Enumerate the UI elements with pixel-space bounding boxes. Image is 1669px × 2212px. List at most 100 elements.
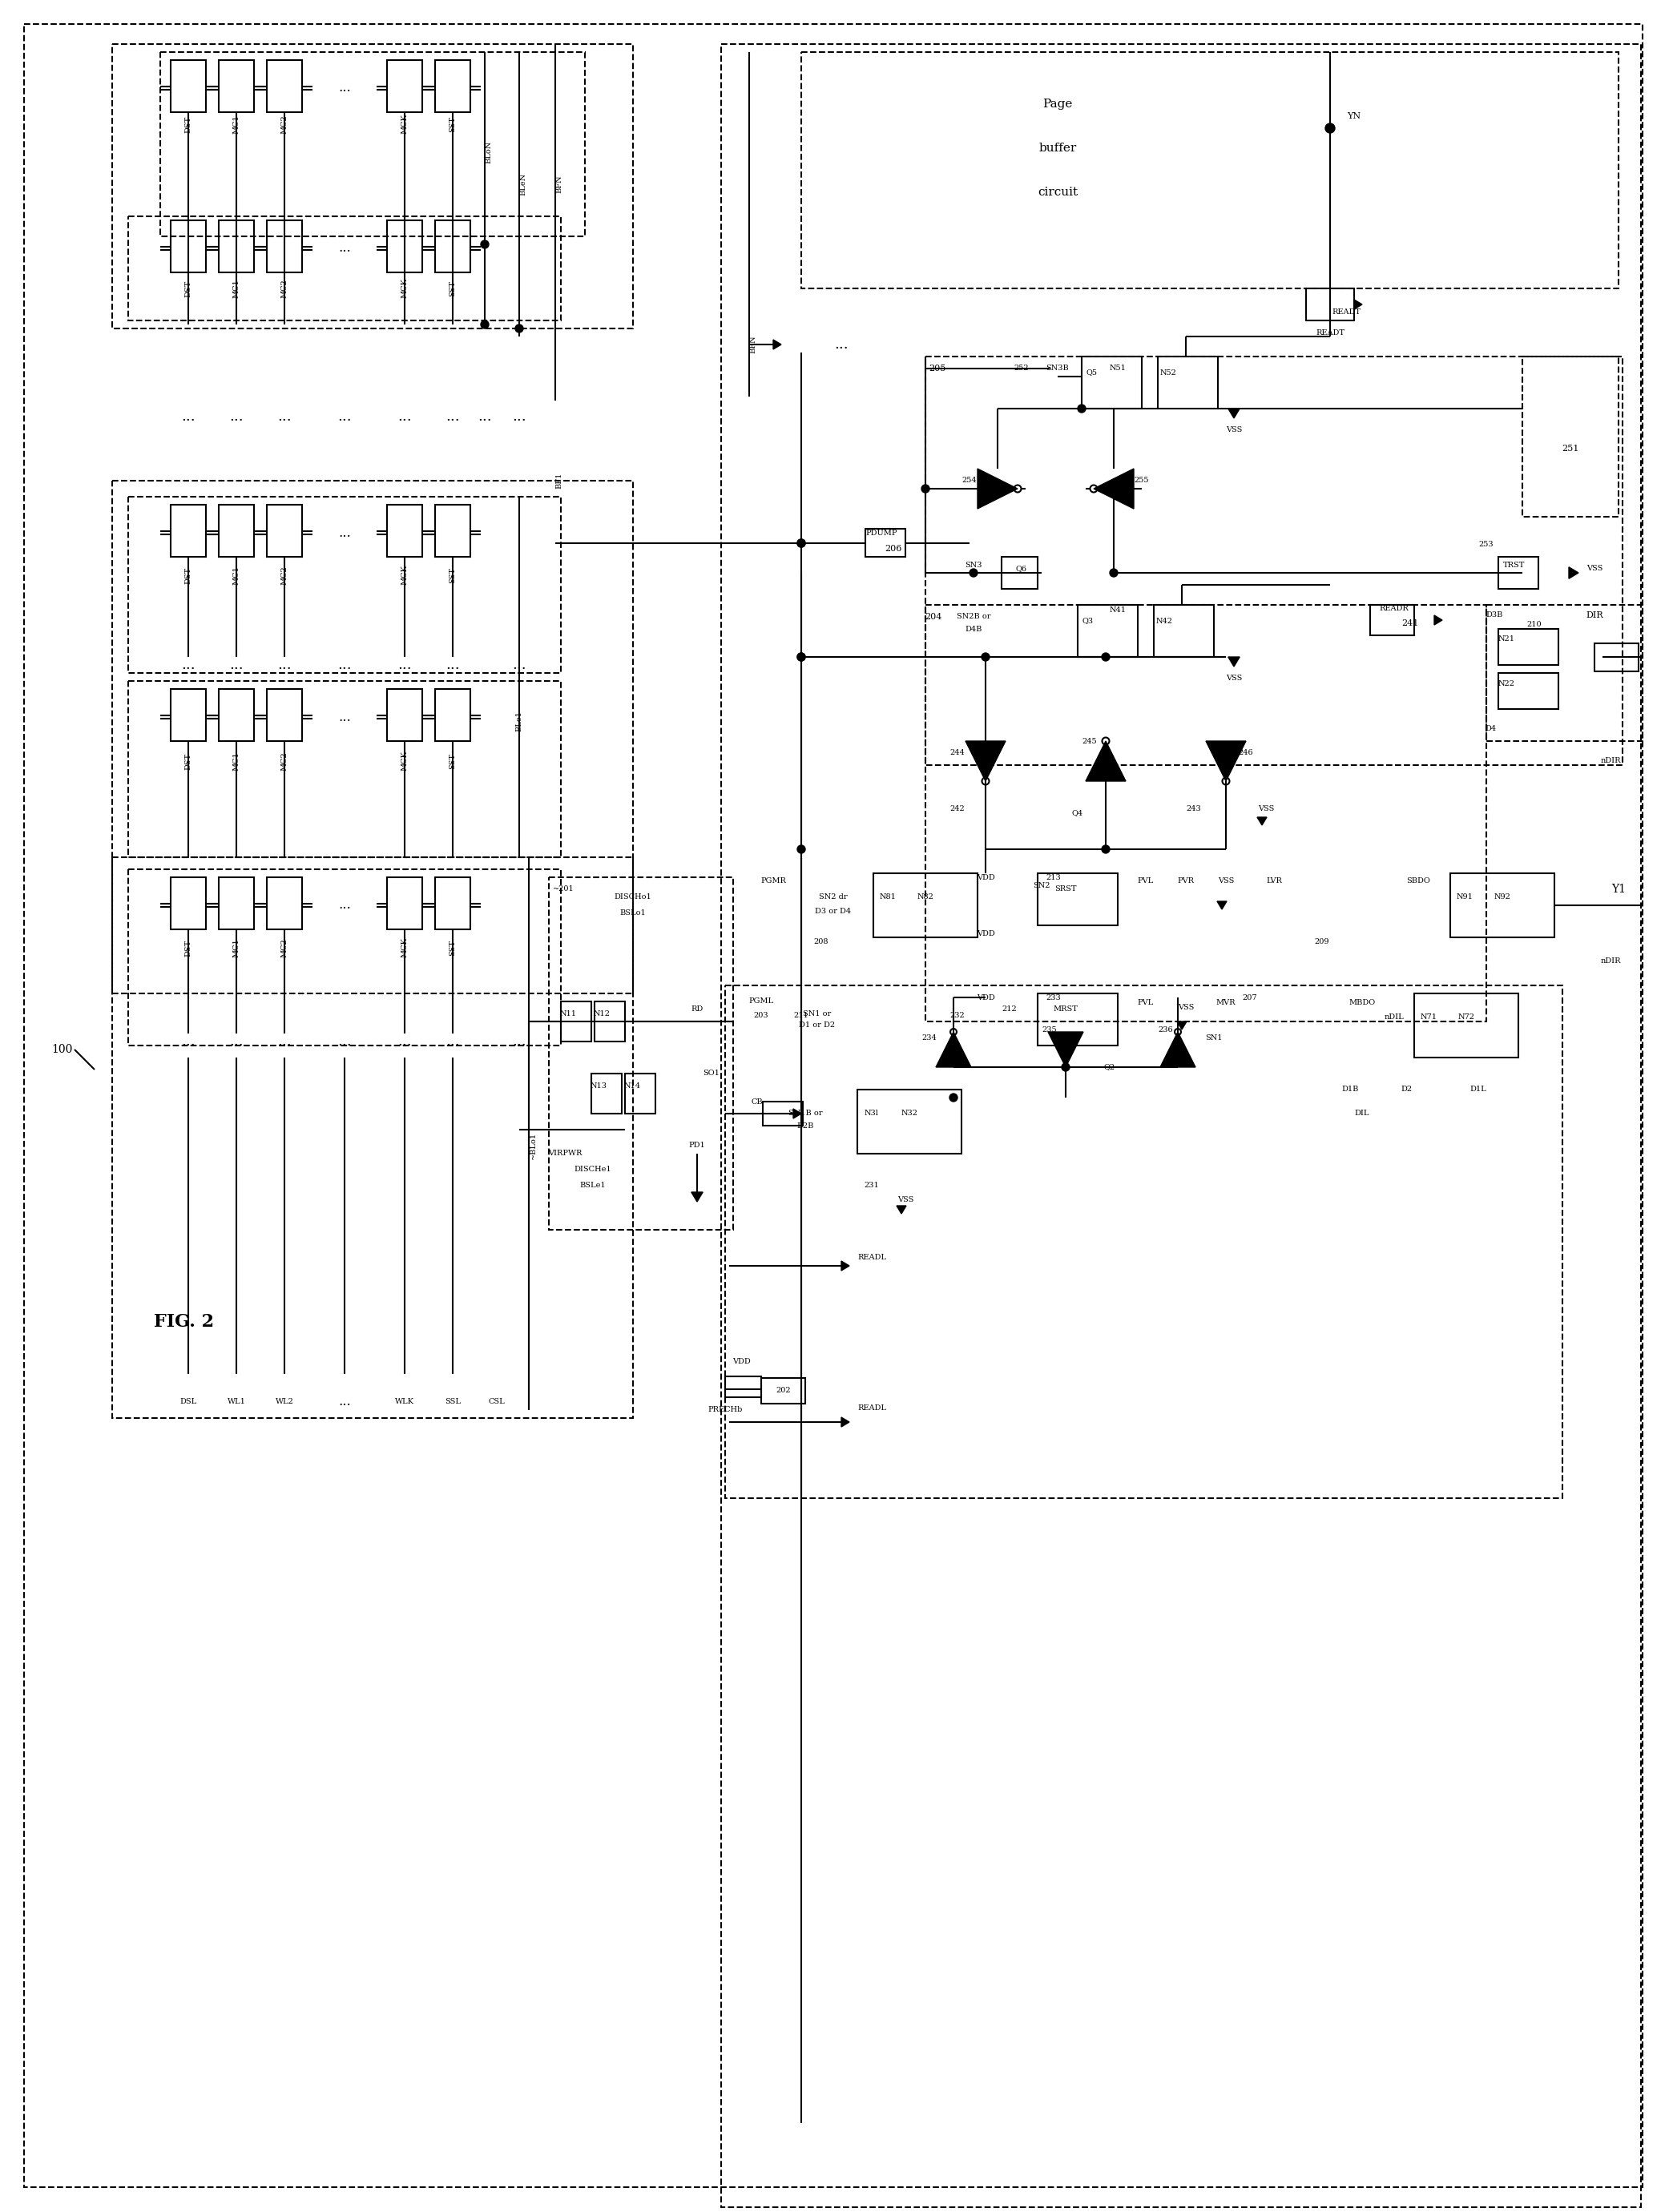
Circle shape [950,1093,958,1102]
Text: ...: ... [229,409,244,425]
Text: BSLo1: BSLo1 [619,909,646,918]
Text: DIR: DIR [1586,611,1604,619]
Bar [387,878,422,929]
Text: N21: N21 [1499,635,1515,644]
Bar [1001,557,1038,588]
Polygon shape [1093,469,1133,509]
Bar [170,878,205,929]
Bar [112,858,633,1418]
Text: 212: 212 [1001,1006,1016,1013]
Bar [436,878,471,929]
Text: N12: N12 [592,1011,611,1018]
Text: 241: 241 [1402,619,1419,628]
Bar [801,53,1619,288]
Text: DST: DST [185,566,192,584]
Text: ...: ... [337,657,352,672]
Bar [219,504,254,557]
Bar [561,1002,591,1042]
Circle shape [481,241,489,248]
Text: ...: ... [339,898,350,911]
Text: BF1: BF1 [556,473,562,489]
Polygon shape [793,1108,801,1119]
Bar [219,60,254,113]
Polygon shape [936,1031,971,1066]
Bar [1499,557,1539,588]
Polygon shape [1569,566,1579,580]
Bar [763,1102,803,1126]
Text: N22: N22 [1499,679,1515,688]
Bar [219,688,254,741]
Bar [1038,993,1118,1046]
Circle shape [970,568,978,577]
Bar [170,60,205,113]
Text: READR: READR [1380,606,1409,613]
Text: N11: N11 [559,1011,576,1018]
Text: nDIR: nDIR [1601,958,1621,964]
Circle shape [1325,124,1335,133]
Polygon shape [841,1261,850,1270]
Text: ...: ... [512,1035,526,1048]
Text: 204: 204 [925,613,941,622]
Bar [387,60,422,113]
Text: DISCHo1: DISCHo1 [614,894,651,900]
Text: MC2: MC2 [280,115,289,133]
Text: BLe1: BLe1 [516,710,522,732]
Text: READT: READT [1315,330,1345,336]
Text: 253: 253 [1479,542,1494,549]
Text: TRST: TRST [1504,562,1525,568]
Text: DISCHe1: DISCHe1 [574,1166,611,1172]
Text: Page: Page [1043,100,1073,111]
Text: 209: 209 [1315,938,1330,945]
Text: SN3B: SN3B [1046,365,1070,372]
Text: MC1: MC1 [232,566,240,584]
Text: Q4: Q4 [1071,810,1083,816]
Text: 210: 210 [1527,622,1542,628]
Text: MC1: MC1 [232,115,240,133]
Text: DST: DST [185,281,192,296]
Circle shape [516,325,522,332]
Text: 203: 203 [754,1013,769,1020]
Text: WL2: WL2 [275,1398,294,1405]
Text: YN: YN [1347,113,1360,119]
Text: READL: READL [858,1254,886,1261]
Text: 231: 231 [865,1181,880,1190]
Text: PVL: PVL [1138,1000,1153,1006]
Text: 233: 233 [1046,993,1061,1002]
Text: N3l: N3l [865,1110,880,1117]
Text: PGML: PGML [749,998,774,1004]
Bar [1499,628,1559,666]
Text: DSL: DSL [180,1398,197,1405]
Text: BFN: BFN [556,175,562,192]
Text: MCK: MCK [401,938,409,958]
Bar [129,681,561,858]
Text: VSS: VSS [1178,1004,1193,1011]
Circle shape [1078,405,1087,414]
Polygon shape [841,1418,850,1427]
Bar [387,221,422,272]
Bar [129,869,561,1046]
Text: 208: 208 [814,938,829,945]
Text: PD1: PD1 [689,1141,706,1150]
Text: VSS: VSS [1258,805,1273,812]
Bar [267,60,302,113]
Bar [594,1002,624,1042]
Polygon shape [773,341,781,349]
Text: Q2: Q2 [1105,1064,1115,1071]
Text: N13: N13 [591,1082,608,1088]
Text: ...: ... [182,657,195,672]
Circle shape [798,540,804,546]
Bar [865,529,905,557]
Text: CB: CB [751,1097,763,1106]
Bar [170,221,205,272]
Circle shape [481,321,489,327]
Circle shape [1061,1064,1070,1071]
Text: MC1: MC1 [232,752,240,770]
Text: SBDO: SBDO [1407,878,1430,885]
Text: D3B: D3B [1485,613,1502,619]
Text: ...: ... [337,409,352,425]
Text: D3 or D4: D3 or D4 [814,909,851,916]
Bar [925,604,1487,1022]
Text: 234: 234 [921,1033,936,1042]
Text: Q6: Q6 [1016,566,1026,573]
Bar [267,688,302,741]
